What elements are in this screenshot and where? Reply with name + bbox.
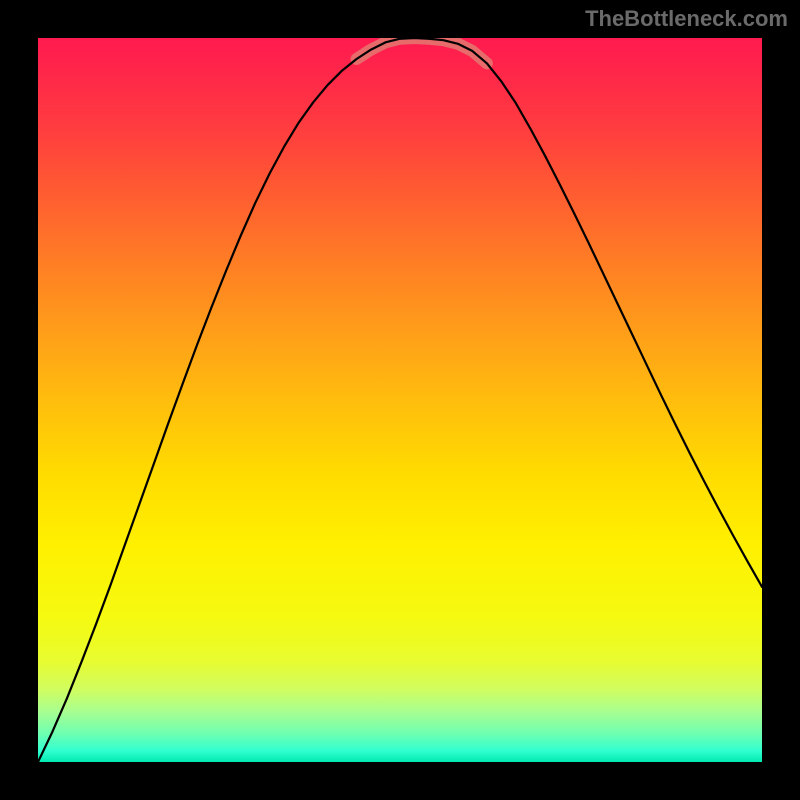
chart-container: TheBottleneck.com — [0, 0, 800, 800]
plot-svg — [38, 38, 762, 762]
plot-area — [38, 38, 762, 762]
watermark-text: TheBottleneck.com — [585, 6, 788, 32]
gradient-background — [38, 38, 762, 762]
